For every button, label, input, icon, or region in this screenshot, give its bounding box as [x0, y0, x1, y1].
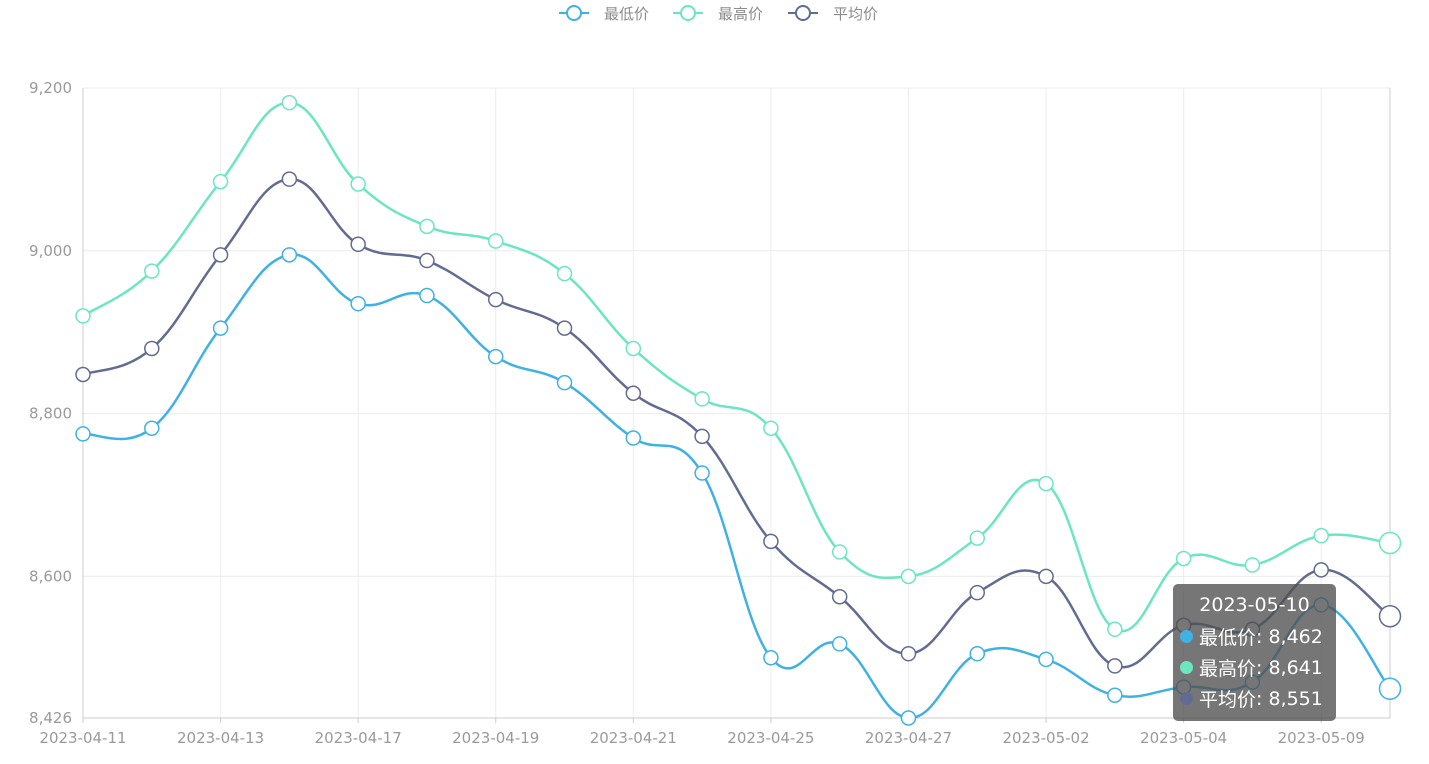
- data-point[interactable]: [831, 588, 848, 605]
- data-point[interactable]: [1313, 527, 1329, 544]
- data-point[interactable]: [763, 420, 779, 436]
- data-point[interactable]: [212, 247, 229, 263]
- data-point[interactable]: [350, 295, 366, 312]
- data-point[interactable]: [419, 218, 435, 235]
- y-tick-label: 8,800: [29, 405, 72, 423]
- data-point[interactable]: [144, 263, 160, 279]
- legend[interactable]: 最低价 最高价 平均价: [559, 5, 878, 23]
- tooltip-title: 2023-05-10: [1199, 594, 1310, 616]
- data-point[interactable]: [1378, 605, 1402, 628]
- data-point[interactable]: [969, 584, 986, 601]
- series-dot-icon: [1180, 661, 1193, 674]
- data-point[interactable]: [419, 252, 435, 269]
- data-point[interactable]: [969, 645, 986, 662]
- axes: 8,426 8,600 8,800 9,000 9,200 2023-04-11 2023-…: [29, 79, 1391, 747]
- data-point[interactable]: [1107, 658, 1123, 674]
- legend-label-average: 平均价: [833, 5, 878, 23]
- tooltip-row-value: 8,462: [1268, 625, 1323, 648]
- data-point[interactable]: [900, 710, 917, 726]
- tooltip-row-average: 平均价: 8,551: [1180, 683, 1336, 714]
- data-point[interactable]: [75, 426, 91, 442]
- legend-label-highest: 最高价: [718, 5, 763, 23]
- data-point[interactable]: [1038, 475, 1054, 492]
- data-point[interactable]: [1313, 562, 1329, 578]
- x-tick-label: 2023-04-17: [315, 729, 402, 747]
- x-tick-label: 2023-04-13: [177, 729, 264, 747]
- y-tick-label: 9,000: [29, 242, 72, 260]
- x-tick-label: 2023-04-19: [452, 729, 539, 747]
- data-point[interactable]: [1038, 568, 1054, 585]
- data-point[interactable]: [969, 530, 986, 546]
- data-point[interactable]: [694, 428, 710, 445]
- series-dot-icon: [1180, 630, 1193, 643]
- data-point[interactable]: [831, 636, 848, 652]
- x-tick-label: 2023-05-02: [1002, 729, 1089, 747]
- tooltip-row-name: 最低价: [1199, 627, 1257, 649]
- data-point[interactable]: [625, 385, 642, 401]
- y-tick-label: 8,600: [29, 567, 72, 585]
- data-point[interactable]: [75, 366, 91, 383]
- data-point[interactable]: [694, 391, 710, 407]
- data-point[interactable]: [556, 374, 573, 391]
- x-tick-label: 2023-04-25: [727, 729, 814, 747]
- data-point[interactable]: [556, 320, 573, 336]
- data-point[interactable]: [900, 645, 917, 662]
- series-highest: [75, 94, 1402, 638]
- x-tick-label: 2023-04-27: [865, 729, 952, 747]
- data-point[interactable]: [144, 340, 160, 357]
- data-point[interactable]: [1378, 677, 1402, 700]
- tooltip-row-highest: 最高价: 8,641: [1180, 652, 1336, 683]
- data-point[interactable]: [281, 94, 298, 111]
- data-point[interactable]: [487, 348, 504, 365]
- tooltip-row-value: 8,551: [1268, 687, 1323, 710]
- legend-item-average[interactable]: 平均价: [788, 5, 878, 23]
- series-dot-icon: [1180, 692, 1193, 705]
- data-point[interactable]: [763, 533, 779, 550]
- data-point[interactable]: [1378, 531, 1402, 555]
- data-point[interactable]: [487, 233, 504, 249]
- legend-label-lowest: 最低价: [604, 5, 649, 23]
- y-tick-label: 9,200: [29, 79, 72, 97]
- data-point[interactable]: [1038, 651, 1054, 668]
- tooltip-row-value: 8,641: [1268, 656, 1323, 679]
- x-tick-label: 2023-05-09: [1278, 729, 1365, 747]
- data-point[interactable]: [419, 287, 435, 304]
- data-point[interactable]: [144, 420, 160, 436]
- data-point[interactable]: [1107, 621, 1123, 638]
- data-point[interactable]: [694, 465, 710, 481]
- y-tick-label: 8,426: [29, 709, 72, 727]
- data-point[interactable]: [487, 291, 504, 308]
- data-point[interactable]: [763, 650, 779, 666]
- legend-item-lowest[interactable]: 最低价: [559, 5, 649, 23]
- tooltip-row-name: 最高价: [1199, 658, 1257, 680]
- data-point[interactable]: [281, 171, 298, 187]
- data-point[interactable]: [625, 430, 642, 446]
- x-tick-label: 2023-04-11: [39, 729, 126, 747]
- data-point[interactable]: [625, 340, 642, 357]
- data-point[interactable]: [75, 308, 91, 324]
- data-point[interactable]: [900, 568, 917, 585]
- data-point[interactable]: [1244, 557, 1261, 573]
- data-point[interactable]: [350, 236, 366, 253]
- tooltip-row-lowest: 最低价: 8,462: [1180, 621, 1336, 652]
- data-point[interactable]: [556, 265, 573, 282]
- legend-item-highest[interactable]: 最高价: [673, 5, 763, 23]
- x-tick-label: 2023-05-04: [1140, 729, 1227, 747]
- data-point[interactable]: [212, 320, 229, 336]
- data-point[interactable]: [1175, 550, 1192, 567]
- data-point[interactable]: [281, 247, 298, 263]
- tooltip-row-name: 平均价: [1199, 689, 1257, 711]
- data-point[interactable]: [831, 544, 848, 560]
- data-point[interactable]: [212, 173, 229, 190]
- data-point[interactable]: [350, 176, 366, 192]
- x-tick-label: 2023-04-21: [590, 729, 677, 747]
- tooltip: 2023-05-10 最低价: 8,462 最高价: 8,641 平均价: 8,…: [1173, 584, 1336, 721]
- data-point[interactable]: [1107, 687, 1123, 703]
